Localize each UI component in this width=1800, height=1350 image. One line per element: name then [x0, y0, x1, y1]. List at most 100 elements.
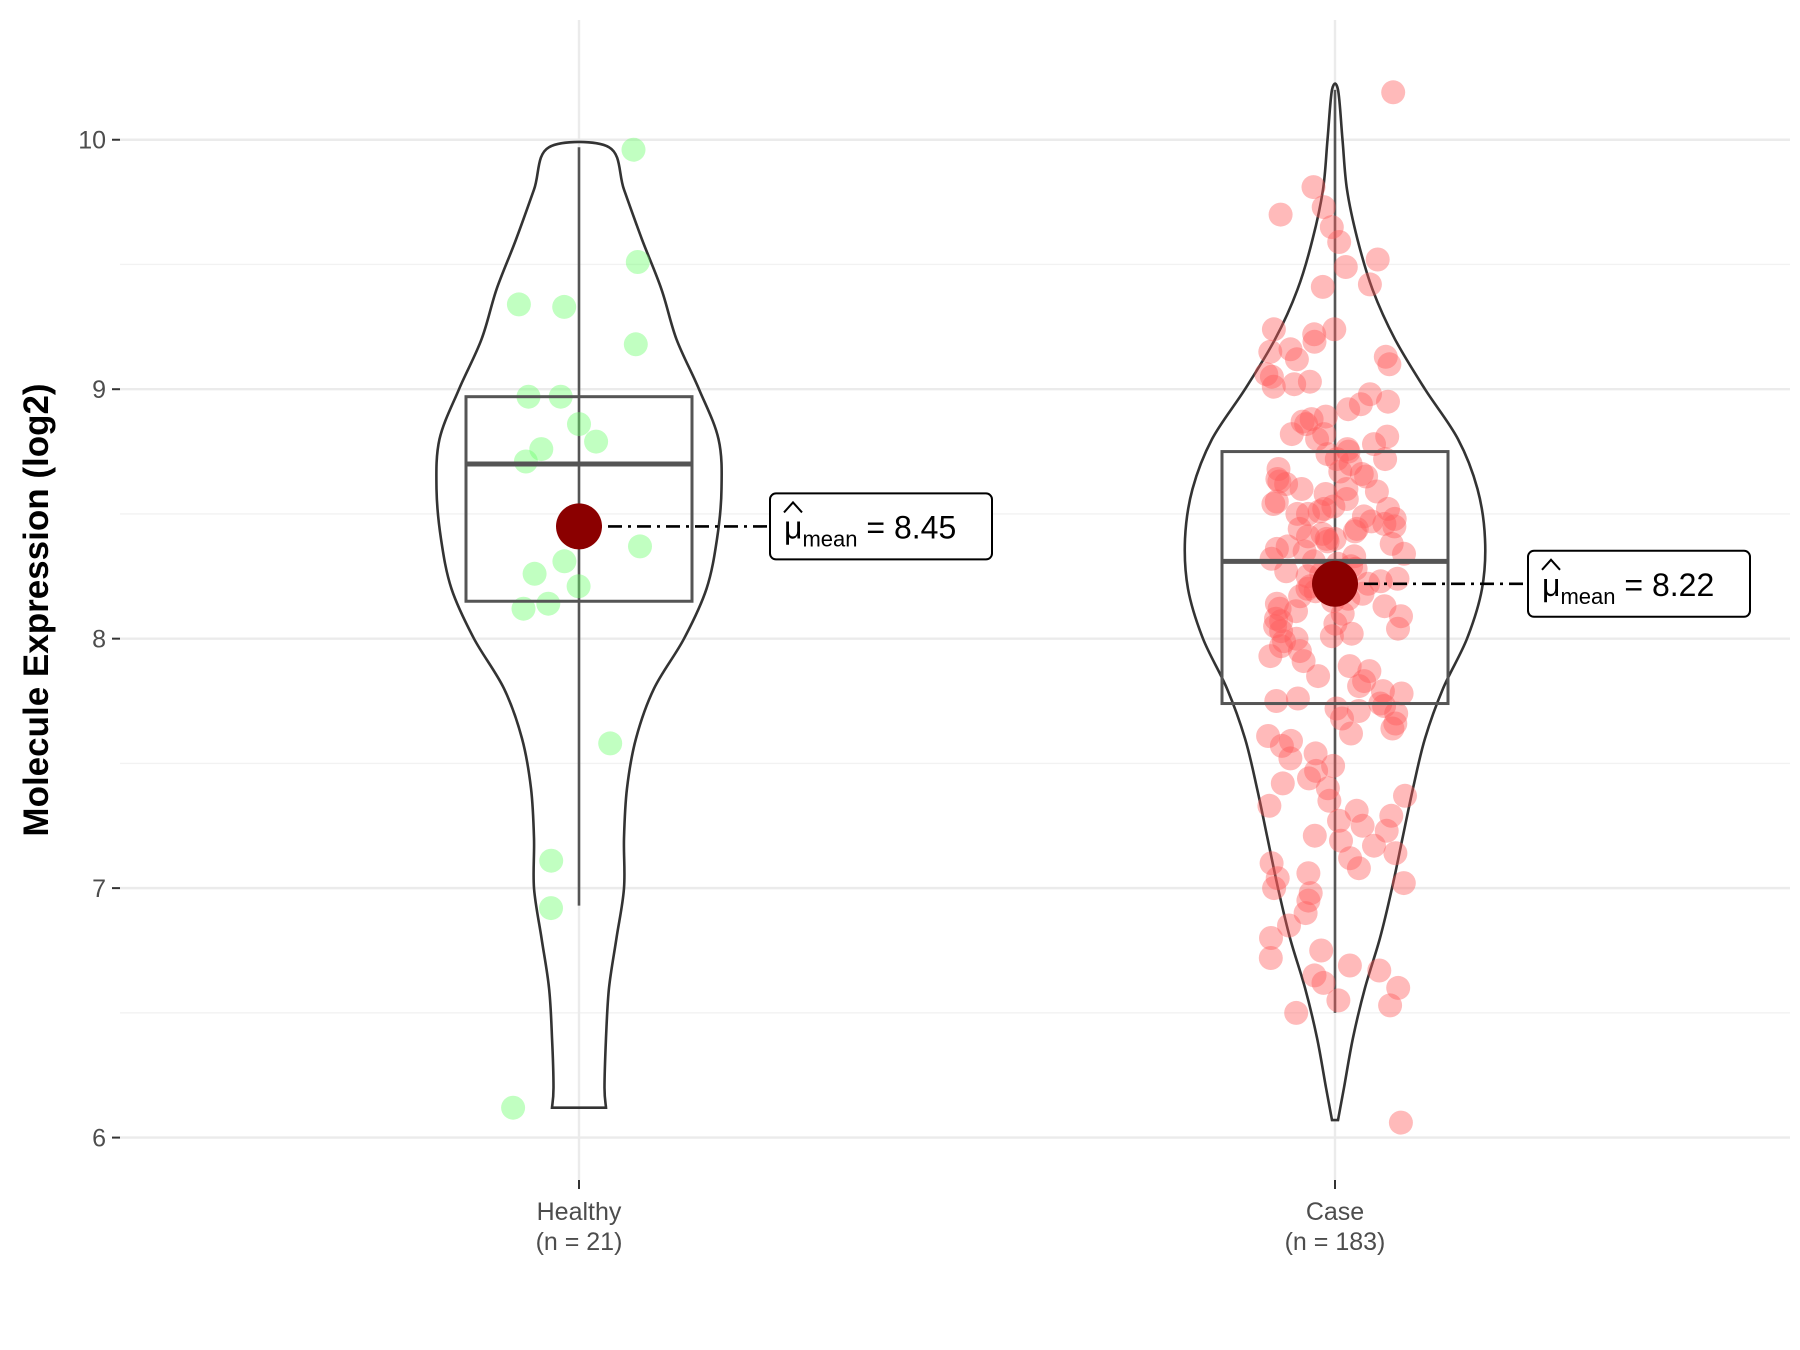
x-tick-label-name: Case — [1306, 1198, 1364, 1226]
data-point-healthy — [584, 429, 609, 454]
mean-label-text: μmean = 8.22 — [1542, 567, 1714, 609]
data-point-case — [1284, 347, 1309, 372]
data-point-case — [1321, 494, 1346, 519]
data-point-case — [1292, 539, 1317, 564]
data-point-healthy — [552, 294, 577, 319]
data-point-case — [1339, 721, 1363, 746]
data-point-case — [1285, 501, 1310, 526]
data-point-case — [1285, 686, 1310, 711]
data-point-case — [1311, 970, 1336, 995]
data-point-case — [1382, 506, 1407, 531]
data-point-case — [1317, 788, 1342, 813]
data-point-case — [1269, 609, 1294, 634]
data-point-case — [1288, 584, 1313, 609]
data-point-case — [1376, 389, 1400, 414]
data-point-case — [1382, 514, 1407, 539]
data-point-case — [1319, 215, 1344, 240]
data-point-case — [1278, 337, 1303, 362]
data-point-case — [1357, 659, 1382, 684]
mean-symbol: μ — [784, 509, 802, 545]
data-point-case — [1311, 195, 1336, 220]
data-point-healthy — [501, 1095, 526, 1120]
data-point-case — [1296, 501, 1320, 526]
data-point-case — [1329, 828, 1353, 853]
data-point-case — [1302, 329, 1327, 354]
data-point-case — [1279, 728, 1303, 753]
data-point-case — [1386, 616, 1410, 641]
data-point-case — [1333, 255, 1358, 279]
data-point-healthy — [506, 292, 531, 317]
mean-label-text: μmean = 8.45 — [784, 509, 956, 551]
data-point-healthy — [513, 449, 538, 474]
data-point-case — [1348, 392, 1373, 417]
data-point-case — [1274, 559, 1299, 584]
data-point-healthy — [552, 549, 577, 574]
y-tick-label: 9 — [92, 376, 106, 404]
data-point-case — [1370, 679, 1395, 704]
data-point-case — [1362, 833, 1386, 858]
data-point-case — [1258, 946, 1283, 970]
data-point-case — [1296, 861, 1321, 886]
data-point-case — [1379, 531, 1404, 556]
data-point-case — [1259, 546, 1284, 571]
data-point-case — [1344, 798, 1369, 823]
data-point-case — [1264, 689, 1289, 713]
data-point-case — [1324, 447, 1349, 472]
data-point-case — [1310, 521, 1335, 546]
data-point-case — [1342, 519, 1367, 544]
y-axis-title: Molecule Expression (log2) — [17, 383, 56, 836]
data-point-case — [1322, 317, 1347, 342]
data-point-case — [1346, 856, 1371, 881]
data-point-case — [1287, 516, 1312, 541]
data-point-case — [1305, 427, 1330, 452]
data-point-case — [1351, 504, 1376, 529]
data-point-case — [1365, 247, 1390, 272]
data-point-case — [1259, 926, 1283, 950]
data-point-case — [1354, 464, 1379, 489]
data-point-case — [1388, 1110, 1413, 1135]
data-point-case — [1380, 716, 1405, 741]
data-point-case — [1373, 447, 1398, 472]
data-point-case — [1327, 808, 1351, 833]
data-point-case — [1364, 479, 1389, 504]
data-point-case — [1393, 783, 1417, 808]
data-point-case — [1263, 614, 1288, 639]
data-point-healthy — [598, 731, 623, 756]
data-point-case — [1367, 958, 1392, 983]
data-point-case — [1381, 80, 1406, 105]
data-point-case — [1306, 664, 1331, 689]
data-point-case — [1389, 604, 1413, 629]
mean-equals: = — [1615, 567, 1651, 603]
x-axis: Healthy(n = 21) Case(n = 183) — [536, 1180, 1385, 1256]
data-point-case — [1357, 272, 1382, 297]
data-point-case — [1264, 606, 1288, 631]
data-point-case — [1307, 499, 1332, 524]
y-axis: 6 7 8 9 10 — [78, 127, 120, 1153]
data-point-healthy — [539, 848, 564, 873]
mean-subscript: mean — [802, 526, 857, 551]
data-point-case — [1293, 901, 1318, 926]
mean-equals: = — [857, 509, 893, 545]
data-point-case — [1282, 372, 1307, 397]
data-point-case — [1314, 526, 1339, 551]
data-point-case — [1256, 724, 1281, 748]
data-point-case — [1261, 374, 1286, 399]
data-point-case — [1270, 771, 1295, 796]
data-point-case — [1359, 509, 1384, 534]
data-point-case — [1302, 823, 1327, 848]
violin-outline-healthy — [435, 140, 723, 1109]
data-point-case — [1358, 382, 1382, 407]
data-point-case — [1289, 477, 1314, 501]
data-point-case — [1309, 938, 1334, 963]
mean-point-case — [1312, 560, 1358, 607]
data-point-case — [1304, 758, 1329, 783]
data-point-case — [1265, 866, 1290, 891]
data-point-case — [1267, 596, 1292, 621]
data-point-case — [1327, 230, 1352, 254]
data-point-case — [1372, 511, 1397, 536]
data-point-case — [1313, 482, 1338, 506]
violin-groups: μmean = 8.45 μmean = 8.22 — [435, 80, 1751, 1135]
data-point-case — [1315, 776, 1340, 801]
data-point-case — [1338, 452, 1363, 476]
data-point-case — [1269, 634, 1293, 659]
